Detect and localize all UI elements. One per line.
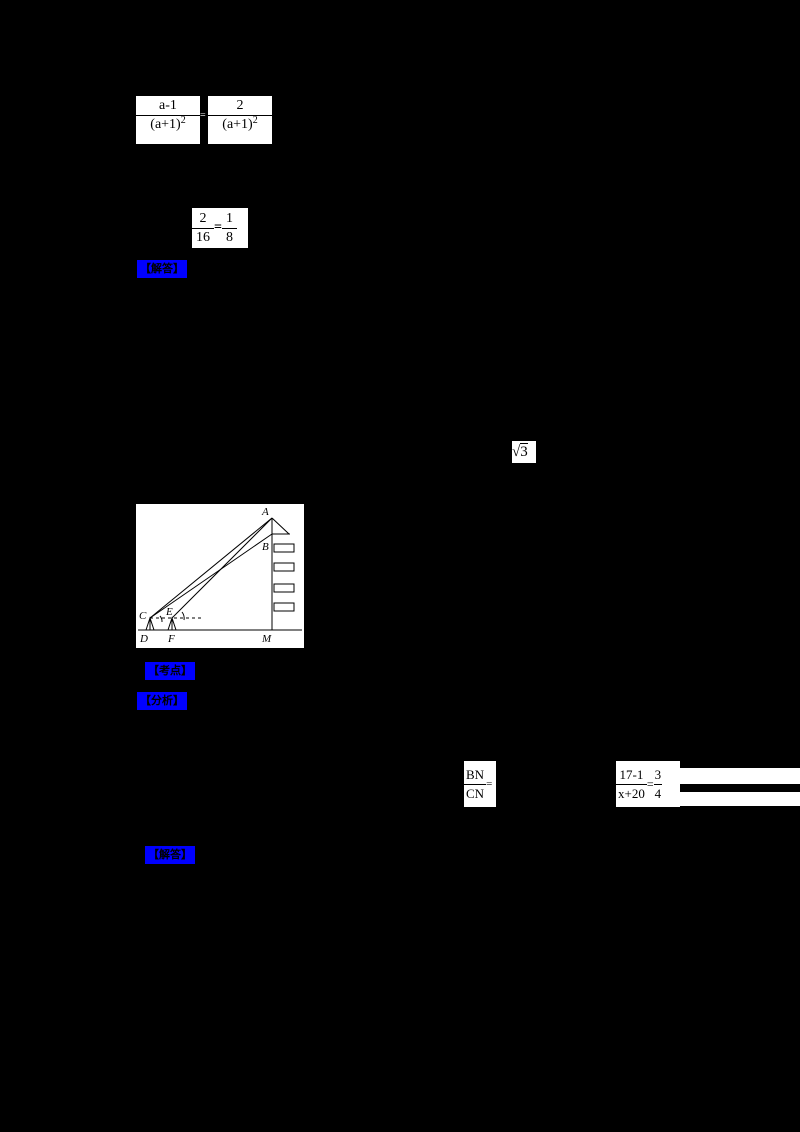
formula-1-left-denominator: (a+1) xyxy=(150,117,181,132)
formula-1-right-denominator: (a+1) xyxy=(222,117,253,132)
radicand: 3 xyxy=(520,443,528,460)
formula-2-left-denominator: 16 xyxy=(196,229,210,245)
label-a: A xyxy=(261,506,269,518)
geometry-figure: A B C E D F M xyxy=(136,504,304,648)
formula-3-denominator: CN xyxy=(466,785,485,801)
kaodian-tag: 【考点】 xyxy=(145,662,195,680)
formula-1-left-numerator: a-1 xyxy=(159,98,177,113)
building-elevation-diagram: A B C E D F M xyxy=(138,506,302,645)
formula-2-equals: = xyxy=(214,220,222,235)
formula-3-numerator: BN xyxy=(466,766,485,782)
formula-4-strip-bottom xyxy=(680,792,800,806)
formula-2-right-numerator: 1 xyxy=(225,210,233,226)
formula-1-right-numerator: 2 xyxy=(236,98,244,113)
formula-4: 17-1 x+20 = 3 4 xyxy=(616,761,680,807)
label-e: E xyxy=(165,606,173,618)
formula-3: BN CN = xyxy=(464,761,496,807)
sqrt-3-expression: √3 xyxy=(512,441,536,463)
formula-2-left-numerator: 2 xyxy=(199,210,207,226)
formula-1-equals: = xyxy=(200,110,206,121)
formula-4-right-denominator: 4 xyxy=(654,785,662,801)
exponent: 2 xyxy=(180,115,186,126)
label-f: F xyxy=(167,633,175,645)
formula-2-right-denominator: 8 xyxy=(225,229,233,245)
radical-sign: √ xyxy=(512,444,521,460)
label-d: D xyxy=(139,633,148,645)
formula-3-equals: = xyxy=(486,778,493,790)
formula-4-left-denominator: x+20 xyxy=(618,785,645,801)
label-m: M xyxy=(261,633,272,645)
formula-1-left: a-1 (a+1)2 xyxy=(136,96,200,144)
formula-2: 2 16 = 1 8 xyxy=(192,208,248,248)
label-c: C xyxy=(139,610,147,622)
formula-4-strip-top xyxy=(680,768,800,784)
label-b: B xyxy=(262,541,269,553)
answer-tag-2: 【解答】 xyxy=(145,846,195,864)
formula-4-left-numerator: 17-1 xyxy=(619,766,644,782)
exponent: 2 xyxy=(252,115,258,126)
formula-4-right-numerator: 3 xyxy=(654,766,662,782)
answer-tag-1: 【解答】 xyxy=(137,260,187,278)
analysis-tag: 【分析】 xyxy=(137,692,187,710)
formula-1-right: 2 (a+1)2 xyxy=(208,96,272,144)
formula-4-equals: = xyxy=(646,776,654,791)
